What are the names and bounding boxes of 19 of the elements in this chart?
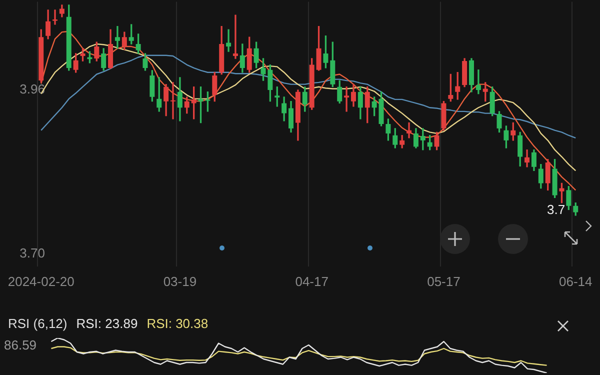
candlestick xyxy=(226,29,232,52)
candlestick xyxy=(406,122,412,138)
candlestick xyxy=(114,26,120,49)
candlestick xyxy=(232,14,238,59)
chart-title: RSI (6,12) xyxy=(8,316,68,331)
series-label: RSI: 30.38 xyxy=(146,316,208,331)
x-tick-label: 04-17 xyxy=(295,274,328,289)
candlestick xyxy=(344,86,350,112)
x-tick-label: 2024-02-20 xyxy=(8,274,74,289)
text: 86.59 xyxy=(4,338,37,353)
x-tick-label: 05-17 xyxy=(427,274,460,289)
x-tick-label: 03-19 xyxy=(163,274,197,289)
x-tick-label: 06-14 xyxy=(558,274,592,289)
candlestick xyxy=(476,70,481,94)
y-tick-label: 3.70 xyxy=(20,245,45,260)
series-label: RSI: 23.89 xyxy=(76,316,138,331)
annotation: 3.7 xyxy=(547,202,566,217)
candlestick xyxy=(170,82,176,120)
y-tick-label: 3.96 xyxy=(20,82,45,97)
